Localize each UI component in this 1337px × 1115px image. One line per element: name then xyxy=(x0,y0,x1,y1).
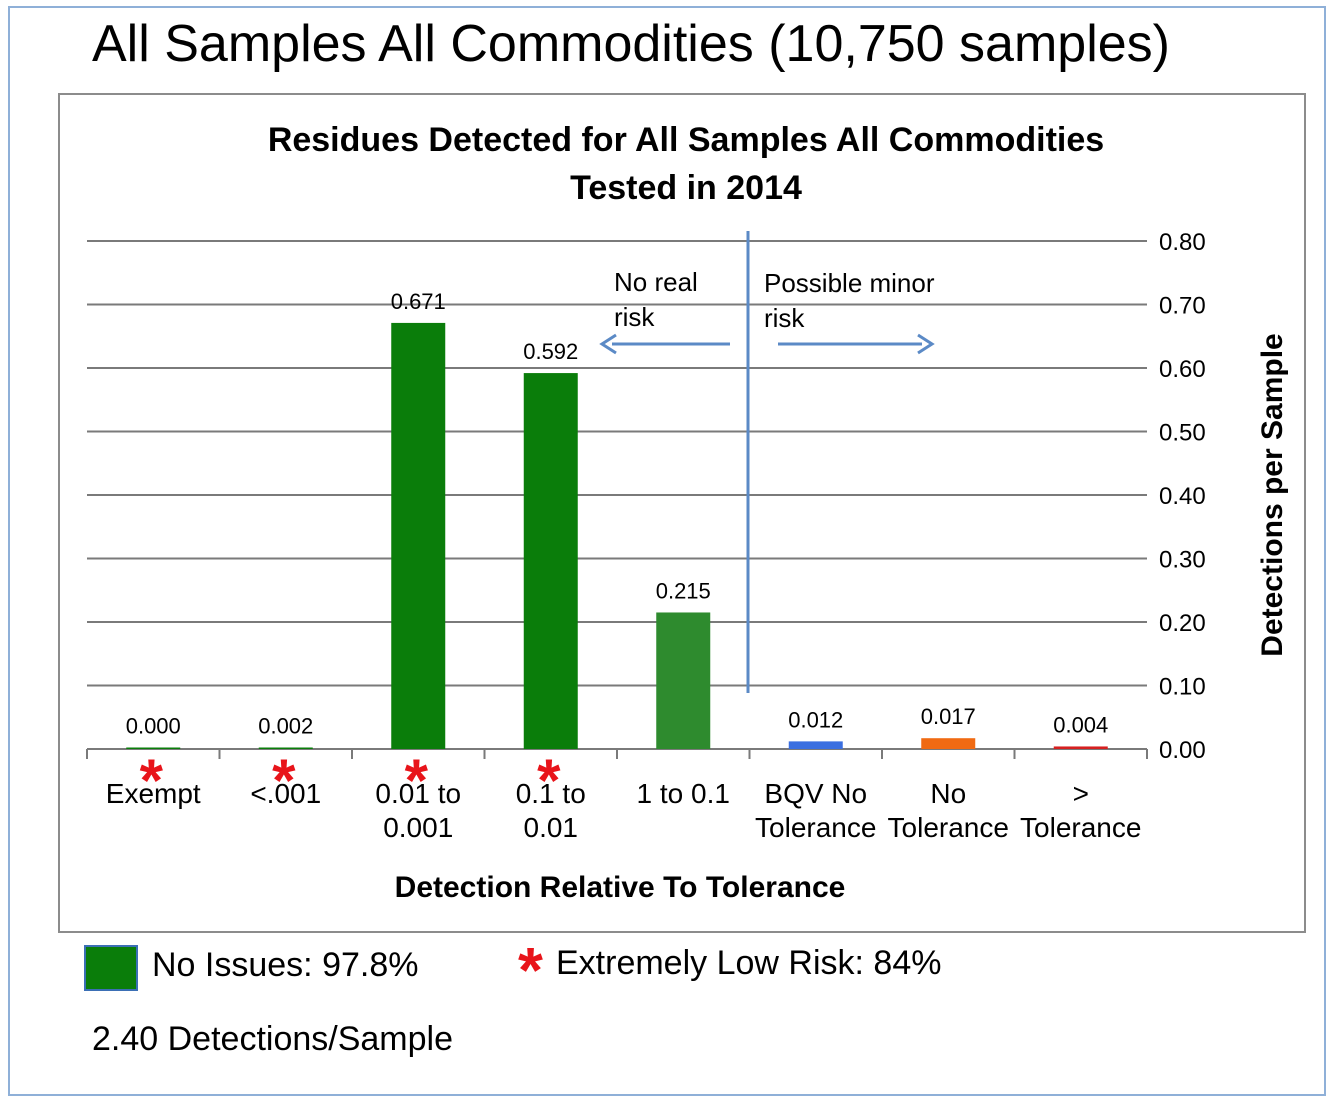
slide-frame xyxy=(8,6,1326,1096)
x-tick-label: 0.1 to xyxy=(516,778,586,809)
slide-title: All Samples All Commodities (10,750 samp… xyxy=(92,15,1170,73)
low-risk-asterisk: * xyxy=(405,747,429,814)
y-tick-label: 0.50 xyxy=(1159,420,1206,447)
annotation-possible-minor-risk: Possible minor xyxy=(764,268,935,298)
y-tick-label: 0.10 xyxy=(1159,674,1206,701)
chart-title-line: Residues Detected for All Samples All Co… xyxy=(268,121,1104,159)
x-tick-label: Tolerance xyxy=(888,812,1009,843)
bar xyxy=(1053,746,1108,749)
x-tick-label: BQV No xyxy=(764,778,867,809)
bar xyxy=(258,747,313,749)
annotation-no-real-risk: No real xyxy=(614,267,698,297)
legend-asterisk-icon: * xyxy=(518,934,543,1006)
annotation-no-real-risk: risk xyxy=(614,302,655,332)
legend-label-low-risk: Extremely Low Risk: 84% xyxy=(556,944,942,982)
bar-chart: Residues Detected for All Samples All Co… xyxy=(86,121,1289,904)
bar-value-label: 0.004 xyxy=(1053,712,1108,737)
bar xyxy=(126,747,181,749)
bar xyxy=(523,373,578,749)
annotation-possible-minor-risk: risk xyxy=(764,303,805,333)
y-tick-label: 0.80 xyxy=(1159,229,1206,256)
bar-value-label: 0.215 xyxy=(656,578,711,603)
y-tick-label: 0.20 xyxy=(1159,610,1206,637)
y-tick-label: 0.70 xyxy=(1159,293,1206,320)
y-tick-label: 0.40 xyxy=(1159,483,1206,510)
legend-swatch-no-issues xyxy=(84,945,138,991)
x-tick-label: > xyxy=(1073,778,1089,809)
x-tick-label: Tolerance xyxy=(755,812,876,843)
bar-value-label: 0.592 xyxy=(523,339,578,364)
bar xyxy=(656,612,711,749)
detections-per-sample-note: 2.40 Detections/Sample xyxy=(92,1020,453,1058)
bar xyxy=(391,322,446,749)
bar xyxy=(788,741,843,749)
bar xyxy=(921,738,976,749)
x-axis-label: Detection Relative To Tolerance xyxy=(395,871,846,904)
y-tick-label: 0.00 xyxy=(1159,737,1206,764)
bar-value-label: 0.012 xyxy=(788,707,843,732)
x-tick-label: 0.01 to xyxy=(375,778,461,809)
low-risk-asterisk: * xyxy=(140,747,164,814)
bar-value-label: 0.671 xyxy=(391,289,446,314)
low-risk-asterisk: * xyxy=(272,747,296,814)
x-tick-label: 0.001 xyxy=(383,812,453,843)
x-tick-label: Tolerance xyxy=(1020,812,1141,843)
y-tick-label: 0.60 xyxy=(1159,356,1206,383)
chart-container: Residues Detected for All Samples All Co… xyxy=(58,93,1306,933)
x-tick-label: 0.01 xyxy=(524,812,579,843)
bar-value-label: 0.000 xyxy=(126,714,181,739)
y-axis-label: Detections per Sample xyxy=(1256,333,1289,656)
chart-title-line: Tested in 2014 xyxy=(570,169,802,207)
x-tick-label: <.001 xyxy=(250,778,321,809)
x-tick-label: 1 to 0.1 xyxy=(637,778,730,809)
right-arrowhead-icon xyxy=(917,333,935,355)
bar-value-label: 0.002 xyxy=(258,714,313,739)
left-arrowhead-icon xyxy=(599,333,617,355)
y-tick-label: 0.30 xyxy=(1159,547,1206,574)
bar-value-label: 0.017 xyxy=(921,704,976,729)
legend-label-no-issues: No Issues: 97.8% xyxy=(152,946,419,984)
x-tick-label: Exempt xyxy=(106,778,201,809)
x-tick-label: No xyxy=(930,778,966,809)
low-risk-asterisk: * xyxy=(537,747,561,814)
